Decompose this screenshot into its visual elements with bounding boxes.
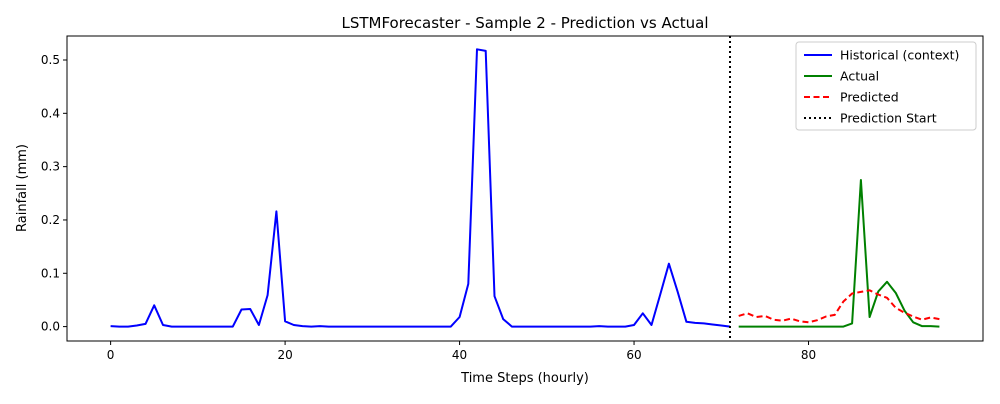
x-tick-label: 0 — [107, 348, 115, 362]
legend: Historical (context) Actual Predicted Predi… — [795, 41, 977, 131]
x-tick-label: 20 — [277, 348, 292, 362]
x-axis-label: Time Steps (hourly) — [460, 371, 589, 386]
legend-box — [795, 41, 977, 131]
y-tick-label: 0.5 — [41, 53, 60, 67]
series-line-historical-context — [110, 48, 731, 328]
y-tick-label: 0.0 — [41, 320, 60, 334]
legend-label: Actual — [840, 69, 879, 84]
legend-label: Prediction Start — [840, 111, 937, 126]
plot-area — [110, 36, 940, 341]
x-tick-label: 40 — [452, 348, 467, 362]
y-axis: 0.0 0.1 0.2 0.3 0.4 0.5 — [41, 53, 67, 334]
x-tick-label: 80 — [801, 348, 816, 362]
y-axis-label: Rainfall (mm) — [15, 144, 30, 232]
y-tick-label: 0.4 — [41, 106, 60, 120]
y-tick-label: 0.3 — [41, 160, 60, 174]
y-tick-label: 0.1 — [41, 266, 60, 280]
plot-frame — [66, 35, 984, 342]
chart-title: LSTMForecaster - Sample 2 - Prediction v… — [341, 14, 708, 32]
legend-label: Predicted — [840, 90, 899, 105]
x-tick-label: 60 — [626, 348, 641, 362]
y-tick-label: 0.2 — [41, 213, 60, 227]
series-line-actual — [738, 179, 940, 328]
series-line-predicted — [738, 289, 940, 324]
legend-label: Historical (context) — [840, 48, 959, 63]
x-axis: 0 20 40 60 80 — [107, 341, 816, 362]
